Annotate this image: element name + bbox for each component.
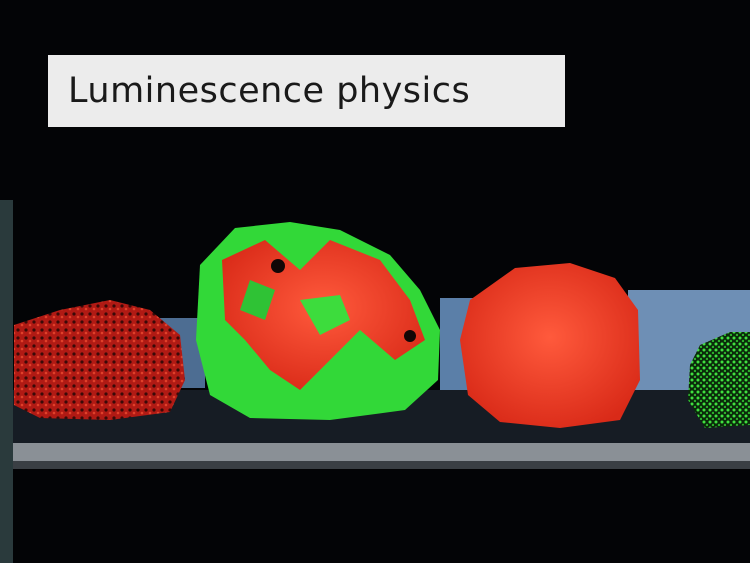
red-rock <box>460 263 640 428</box>
dark-spot <box>404 330 416 342</box>
red-rock <box>14 300 185 420</box>
green-patch <box>240 280 275 320</box>
dark-spot <box>271 259 285 273</box>
shelf-edge <box>13 443 750 461</box>
green-rock <box>688 332 750 428</box>
left-edge <box>0 200 13 563</box>
shelf-edge <box>13 461 750 469</box>
title: Luminescence physics <box>68 71 471 111</box>
green-patch <box>300 295 350 335</box>
title-box: Luminescence physics <box>48 55 565 127</box>
